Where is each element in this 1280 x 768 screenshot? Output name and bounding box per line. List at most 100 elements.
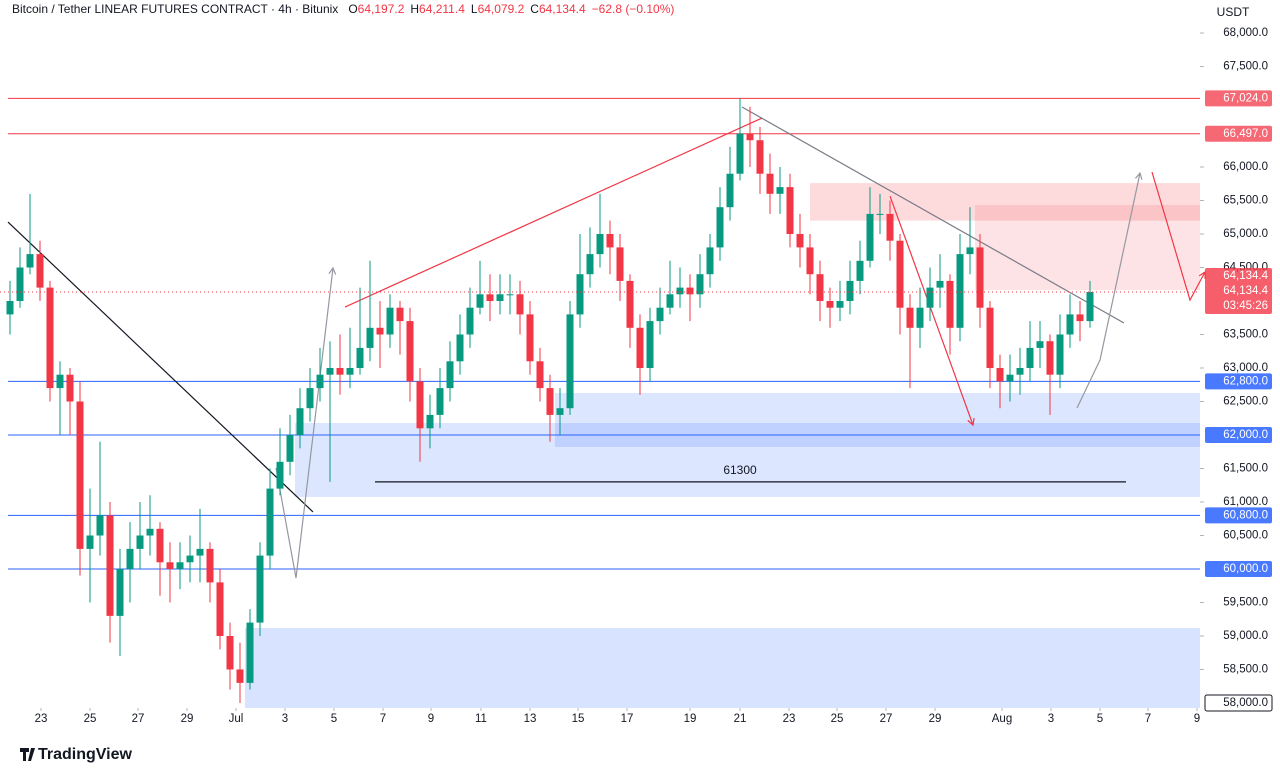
candle [786, 173, 794, 248]
x-tick-label: 17 [621, 713, 634, 725]
candle-body [636, 327, 644, 369]
candle [936, 254, 944, 308]
candle-body [26, 254, 34, 268]
candle [226, 622, 234, 690]
ohlc-key: O [348, 2, 357, 16]
candle-body [606, 234, 614, 248]
x-tick-label: 9 [1194, 713, 1200, 725]
candle-body [806, 247, 814, 275]
candle [486, 274, 494, 322]
candle-body [496, 294, 504, 302]
x-tick-label: 23 [35, 713, 48, 725]
candle [96, 441, 104, 556]
candle [966, 207, 974, 275]
candle [86, 488, 94, 603]
candle [536, 347, 544, 402]
candle-body [776, 187, 784, 194]
candle-body [786, 187, 794, 235]
y-tick-label: 59,500.0 [1223, 597, 1268, 609]
x-tick-label: 5 [331, 713, 337, 725]
candle [146, 495, 154, 556]
candle-body [596, 234, 604, 255]
candle-body [246, 622, 254, 683]
candle [56, 361, 64, 435]
candle [916, 287, 924, 348]
level-box [1205, 373, 1272, 390]
candle [596, 193, 604, 268]
candle-body [846, 280, 854, 302]
candle-body [536, 361, 544, 389]
candle-body [126, 548, 134, 569]
candle-body [56, 374, 64, 389]
candle [1046, 334, 1054, 415]
candle [656, 287, 664, 335]
candle [316, 347, 324, 402]
candle-body [296, 408, 304, 435]
x-tick-label: 19 [684, 713, 697, 725]
zone [555, 392, 1200, 447]
level-label: 60,800.0 [1223, 509, 1268, 521]
candle [836, 280, 844, 322]
candle-body [856, 260, 864, 281]
candle-body [1076, 314, 1084, 322]
x-tick-label: 23 [783, 713, 796, 725]
candle [336, 334, 344, 395]
candle-body [686, 287, 694, 295]
candle-body [116, 568, 124, 616]
candle-body [396, 307, 404, 322]
candle-body [616, 247, 624, 281]
candle-body [466, 307, 474, 335]
candle [1036, 321, 1044, 369]
candle [426, 394, 434, 449]
candle-body [366, 327, 374, 348]
candle [816, 260, 824, 322]
candle-body [196, 548, 204, 556]
y-tick-label: 62,500.0 [1223, 396, 1268, 408]
candle [1016, 347, 1024, 395]
candle [326, 341, 334, 482]
candle-body [1086, 292, 1094, 322]
arrow-head [328, 266, 337, 275]
level-box [1205, 560, 1272, 577]
candle [266, 468, 274, 569]
candle-body [1006, 374, 1014, 382]
candle-body [46, 287, 54, 389]
candle-body [796, 234, 804, 248]
candle [526, 301, 534, 375]
annotation-label: 61300 [723, 463, 757, 477]
candle-body [666, 294, 674, 308]
candle-body [216, 582, 224, 636]
candle-body [986, 307, 994, 369]
candle-body [86, 535, 94, 549]
candle-body [326, 368, 334, 375]
candle [36, 240, 44, 302]
candle [1066, 294, 1074, 348]
y-tick-label: 63,000.0 [1223, 362, 1268, 374]
candle-body [1016, 368, 1024, 375]
x-tick-label: 11 [475, 713, 487, 725]
candle-body [576, 274, 584, 315]
candle [576, 234, 584, 328]
candle-body [266, 488, 274, 556]
candle-body [546, 388, 554, 415]
candle [376, 301, 384, 369]
ohlc-key: L [471, 2, 478, 16]
level-label: 60,000.0 [1223, 563, 1268, 575]
candle [846, 260, 854, 315]
candle-body [136, 535, 144, 549]
candle [1076, 301, 1084, 342]
candle [366, 260, 374, 362]
candle [476, 260, 484, 315]
trendline [741, 106, 1125, 324]
candle [126, 522, 134, 603]
candle [176, 542, 184, 590]
candle-body [756, 140, 764, 174]
candle [826, 287, 834, 328]
candle-body [306, 388, 314, 409]
candle-body [236, 669, 244, 683]
candle [186, 535, 194, 583]
candle [66, 368, 74, 435]
x-tick-label: 13 [524, 713, 537, 725]
symbol: Bitcoin / Tether LINEAR FUTURES CONTRACT… [12, 2, 338, 16]
candle [606, 220, 614, 275]
